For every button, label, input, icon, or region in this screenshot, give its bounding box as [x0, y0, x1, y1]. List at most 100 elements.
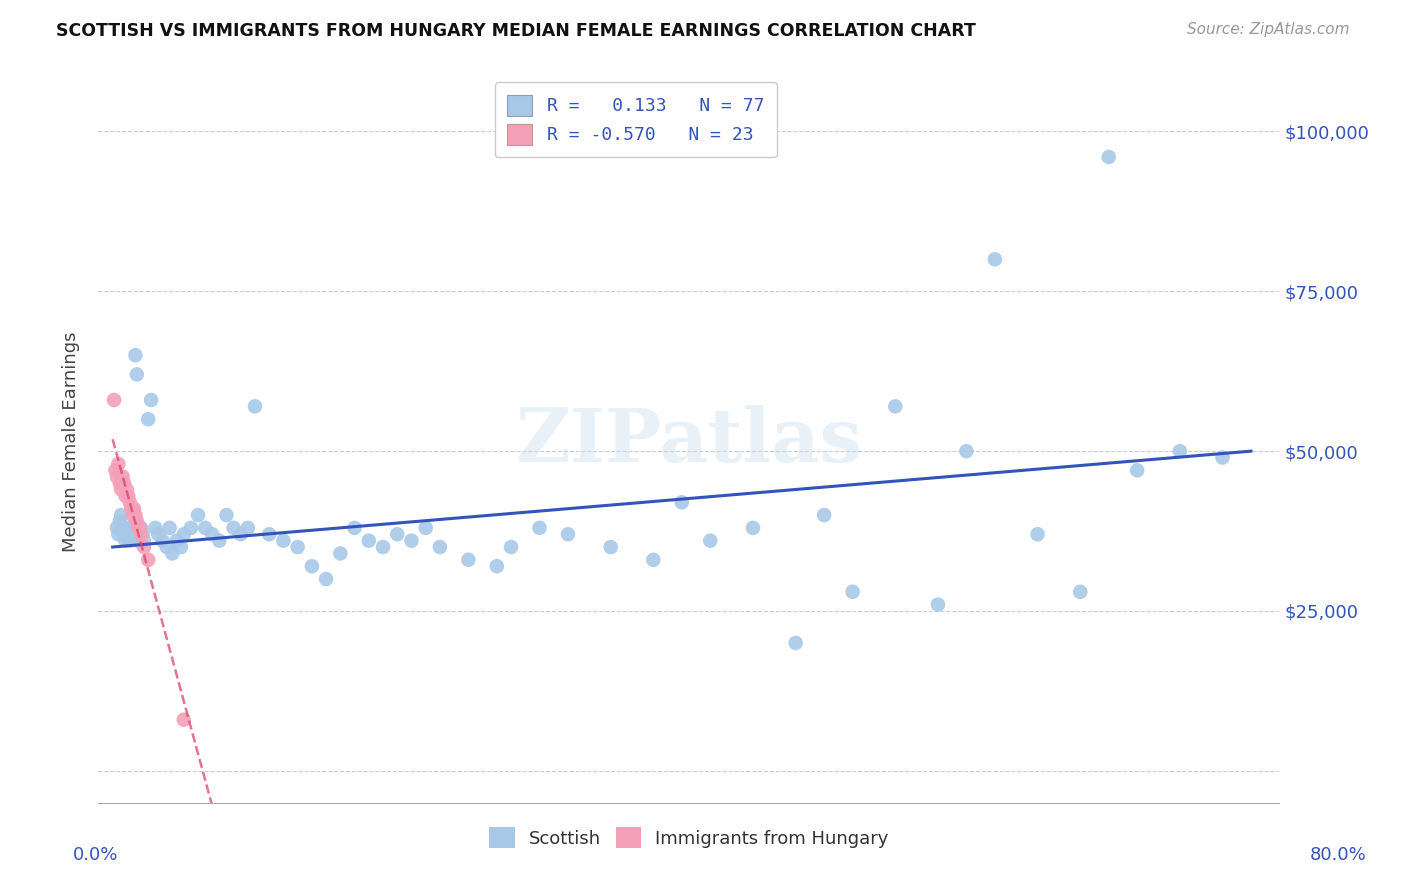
- Point: [671, 495, 693, 509]
- Point: [955, 444, 977, 458]
- Point: [557, 527, 579, 541]
- Point: [111, 469, 134, 483]
- Point: [110, 508, 132, 522]
- Point: [984, 252, 1007, 267]
- Point: [104, 463, 127, 477]
- Point: [108, 476, 131, 491]
- Point: [111, 521, 134, 535]
- Point: [1168, 444, 1191, 458]
- Point: [124, 348, 146, 362]
- Point: [243, 400, 266, 414]
- Point: [112, 476, 135, 491]
- Point: [121, 527, 143, 541]
- Point: [401, 533, 423, 548]
- Point: [208, 533, 231, 548]
- Point: [499, 540, 522, 554]
- Point: [357, 533, 380, 548]
- Point: [236, 521, 259, 535]
- Point: [128, 521, 150, 535]
- Point: [117, 489, 139, 503]
- Point: [136, 553, 159, 567]
- Point: [127, 521, 149, 535]
- Point: [201, 527, 224, 541]
- Point: [132, 533, 155, 548]
- Point: [127, 533, 149, 548]
- Point: [222, 521, 245, 535]
- Point: [927, 598, 949, 612]
- Point: [143, 521, 166, 535]
- Point: [114, 489, 136, 503]
- Point: [229, 527, 252, 541]
- Point: [162, 546, 184, 560]
- Point: [841, 584, 863, 599]
- Point: [114, 533, 136, 548]
- Point: [273, 533, 295, 548]
- Point: [257, 527, 280, 541]
- Point: [457, 553, 479, 567]
- Point: [156, 540, 179, 554]
- Point: [173, 713, 195, 727]
- Point: [599, 540, 621, 554]
- Point: [120, 521, 142, 535]
- Point: [103, 392, 125, 407]
- Point: [1026, 527, 1049, 541]
- Legend: Scottish, Immigrants from Hungary: Scottish, Immigrants from Hungary: [482, 820, 896, 855]
- Point: [129, 527, 152, 541]
- Point: [125, 515, 148, 529]
- Point: [187, 508, 209, 522]
- Point: [813, 508, 835, 522]
- Point: [1069, 584, 1091, 599]
- Point: [108, 515, 131, 529]
- Point: [742, 521, 765, 535]
- Text: ZIPatlas: ZIPatlas: [516, 405, 862, 478]
- Point: [136, 412, 159, 426]
- Text: SCOTTISH VS IMMIGRANTS FROM HUNGARY MEDIAN FEMALE EARNINGS CORRELATION CHART: SCOTTISH VS IMMIGRANTS FROM HUNGARY MEDI…: [56, 22, 976, 40]
- Point: [785, 636, 807, 650]
- Point: [287, 540, 309, 554]
- Point: [1212, 450, 1234, 465]
- Point: [387, 527, 409, 541]
- Point: [429, 540, 451, 554]
- Point: [129, 521, 152, 535]
- Point: [122, 501, 145, 516]
- Point: [301, 559, 323, 574]
- Point: [105, 521, 128, 535]
- Point: [415, 521, 437, 535]
- Point: [152, 533, 174, 548]
- Point: [139, 392, 162, 407]
- Point: [121, 508, 143, 522]
- Point: [159, 521, 181, 535]
- Point: [105, 469, 128, 483]
- Y-axis label: Median Female Earnings: Median Female Earnings: [62, 331, 80, 552]
- Point: [699, 533, 721, 548]
- Point: [122, 521, 145, 535]
- Point: [215, 508, 238, 522]
- Point: [131, 527, 153, 541]
- Point: [132, 540, 155, 554]
- Point: [180, 521, 202, 535]
- Point: [124, 508, 146, 522]
- Point: [107, 457, 129, 471]
- Point: [117, 527, 139, 541]
- Point: [529, 521, 551, 535]
- Point: [1098, 150, 1121, 164]
- Point: [166, 533, 188, 548]
- Point: [128, 527, 150, 541]
- Point: [118, 533, 141, 548]
- Text: 80.0%: 80.0%: [1310, 846, 1367, 863]
- Text: 0.0%: 0.0%: [73, 846, 118, 863]
- Point: [315, 572, 337, 586]
- Point: [112, 527, 135, 541]
- Text: Source: ZipAtlas.com: Source: ZipAtlas.com: [1187, 22, 1350, 37]
- Point: [118, 495, 141, 509]
- Point: [170, 540, 193, 554]
- Point: [115, 483, 138, 497]
- Point: [173, 527, 195, 541]
- Point: [148, 527, 170, 541]
- Point: [371, 540, 394, 554]
- Point: [884, 400, 907, 414]
- Point: [110, 483, 132, 497]
- Point: [107, 527, 129, 541]
- Point: [643, 553, 665, 567]
- Point: [1126, 463, 1149, 477]
